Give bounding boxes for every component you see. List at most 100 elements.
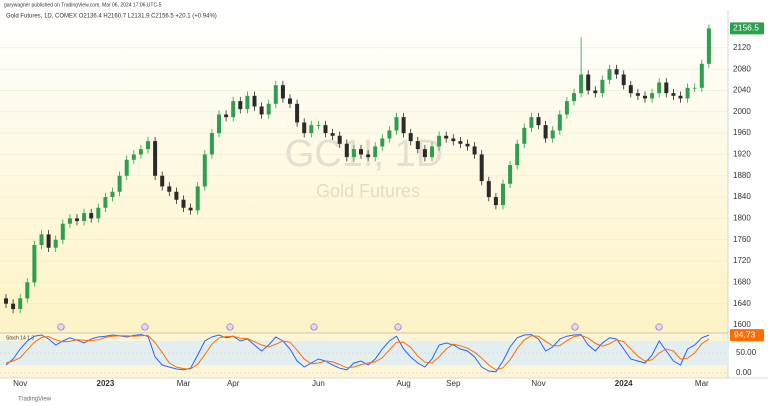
candle-body xyxy=(664,82,669,94)
candle-body xyxy=(174,191,179,200)
candle-body xyxy=(160,175,165,187)
y-tick-label: 1840 xyxy=(733,192,751,201)
candle-body xyxy=(650,93,655,99)
candle-body xyxy=(479,154,484,182)
candle-body xyxy=(302,122,307,134)
y-tick-label: 1640 xyxy=(733,299,751,308)
candle-body xyxy=(138,149,143,155)
candle-body xyxy=(231,101,236,118)
candle-body xyxy=(110,191,115,198)
watermark-name: Gold Futures xyxy=(316,181,420,201)
candle-body xyxy=(266,103,271,115)
candle-body xyxy=(25,282,30,299)
y-tick-label: 2040 xyxy=(733,86,751,95)
y-tick-label: 1880 xyxy=(733,171,751,180)
candle-body xyxy=(678,95,683,99)
y-tick-label: 2080 xyxy=(733,64,751,73)
candle-body xyxy=(671,93,676,96)
candle-body xyxy=(202,154,207,187)
candle-body xyxy=(643,95,647,99)
candle-body xyxy=(89,213,94,219)
candle-body xyxy=(614,69,619,75)
x-tick-label: Mar xyxy=(177,379,191,388)
stoch-line xyxy=(5,334,710,373)
candle-body xyxy=(18,298,23,310)
candle-body xyxy=(635,93,640,96)
candle-body xyxy=(430,146,434,158)
candle-body xyxy=(564,101,569,115)
candle-body xyxy=(259,106,264,115)
y-tick-label: 2120 xyxy=(733,43,751,52)
x-tick-label: 2023 xyxy=(97,379,115,388)
stoch-line xyxy=(5,334,710,371)
candle-body xyxy=(543,125,548,139)
stoch-title: Stoch 14 1 3 xyxy=(6,335,34,341)
candle-body xyxy=(188,207,193,211)
y-tick-label: 1680 xyxy=(733,277,751,286)
candle-body xyxy=(408,133,413,142)
x-tick-label: Jun xyxy=(312,379,325,388)
x-tick-label: Nov xyxy=(13,379,27,388)
candle-body xyxy=(209,133,214,155)
candle-body xyxy=(53,239,58,248)
candle-body xyxy=(11,303,16,310)
candle-body xyxy=(316,125,321,126)
candle-body xyxy=(124,159,129,176)
candle-body xyxy=(280,85,285,99)
x-tick-label: Sep xyxy=(446,379,461,388)
candle-body xyxy=(692,87,697,89)
candle-body xyxy=(195,186,200,211)
candle-body xyxy=(501,183,505,206)
event-icons xyxy=(57,323,663,331)
candle-body xyxy=(458,141,463,144)
candle-body xyxy=(373,146,378,158)
event-icon xyxy=(141,323,149,331)
candle-body xyxy=(422,149,427,158)
candle-body xyxy=(323,125,328,134)
candle-body xyxy=(245,95,250,110)
stoch-label: 94.73 xyxy=(734,329,756,339)
candle-body xyxy=(366,154,371,158)
candle-body xyxy=(394,117,399,131)
x-tick-label: Apr xyxy=(227,379,240,388)
candle-body xyxy=(82,213,87,222)
candle-body xyxy=(486,181,491,198)
candle-body xyxy=(295,103,300,123)
candle-body xyxy=(351,149,356,158)
candle-body xyxy=(600,79,605,94)
candle-body xyxy=(657,82,662,94)
candle-body xyxy=(380,138,385,147)
candle-body xyxy=(465,143,470,147)
y-tick-label: 1720 xyxy=(733,256,751,265)
watermark-symbol: GC1!, 1D xyxy=(285,133,443,175)
candle-body xyxy=(167,186,172,192)
candle-body xyxy=(181,199,186,208)
event-icon xyxy=(655,323,663,331)
candle-body xyxy=(238,101,243,110)
y-tick-label: 0.00 xyxy=(736,368,752,377)
publisher: garywagner published on TradingView.com,… xyxy=(4,2,162,8)
candle-body xyxy=(146,141,150,150)
candle-body xyxy=(572,93,576,102)
candle-body xyxy=(522,127,527,144)
event-icon xyxy=(57,323,65,331)
candle-body xyxy=(621,74,626,86)
candle-body xyxy=(96,207,101,219)
candle-body xyxy=(359,149,363,155)
candle-body xyxy=(103,197,108,208)
candle-body xyxy=(706,28,711,64)
x-tick-label: Nov xyxy=(531,379,545,388)
legend: Gold Futures, 1D, COMEX O2136.4 H2160.7 … xyxy=(6,14,217,20)
footer: TradingView xyxy=(18,397,52,403)
candle-body xyxy=(529,117,534,128)
candle-body xyxy=(444,135,449,139)
price-label-box xyxy=(730,22,764,35)
candle-body xyxy=(387,130,392,139)
candle-body xyxy=(628,85,633,94)
candle-body xyxy=(217,114,221,134)
y-tick-label: 1760 xyxy=(733,235,751,244)
y-tick-label: 50.00 xyxy=(736,348,757,357)
candle-body xyxy=(330,133,335,136)
candle-body xyxy=(515,143,520,166)
